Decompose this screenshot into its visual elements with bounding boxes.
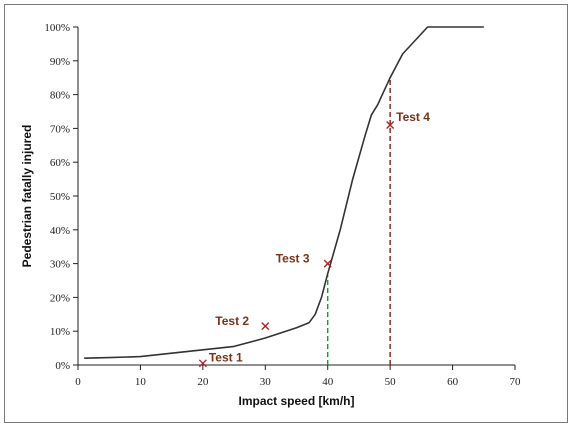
- chart-frame: 0 10 20 30 40 50 60 70 0% 10% 20% 30% 40% 50% 60% 70% 8…: [4, 4, 568, 423]
- test-marker-3: [323, 259, 332, 268]
- chart-svg: 0 10 20 30 40 50 60 70 0% 10% 20% 30% 40% 50% 60% 70% 8…: [20, 22, 521, 408]
- cross-mark: [323, 259, 332, 268]
- test-label-2: Test 2: [215, 314, 249, 328]
- y-axis-title: Pedestrian fatally injured: [20, 125, 34, 268]
- y-tick-label: 60%: [50, 157, 70, 169]
- y-tick-label: 50%: [50, 191, 70, 203]
- x-tick-label: 60: [447, 376, 459, 388]
- y-tick-label: 10%: [50, 326, 70, 338]
- test-label-3: Test 3: [276, 252, 310, 266]
- x-tick-label: 0: [75, 376, 81, 388]
- test-label-1: Test 1: [209, 350, 243, 364]
- y-tick-label: 70%: [50, 123, 70, 135]
- y-ticks: 0% 10% 20% 30% 40% 50% 60% 70% 80% 90% 100%: [44, 22, 78, 372]
- test-label-4: Test 4: [396, 110, 430, 124]
- axes: [77, 27, 515, 366]
- x-tick-label: 30: [260, 376, 272, 388]
- x-tick-label: 20: [197, 376, 209, 388]
- x-axis-title: Impact speed [km/h]: [238, 394, 354, 408]
- cross-mark: [261, 322, 270, 331]
- y-tick-label: 80%: [50, 90, 70, 102]
- reference-lines: [327, 77, 391, 365]
- y-tick-label: 90%: [50, 56, 70, 68]
- x-tick-label: 70: [510, 376, 522, 388]
- test-marker-4: [386, 121, 395, 130]
- cross-mark: [198, 359, 207, 368]
- y-tick-label: 30%: [50, 259, 70, 271]
- x-tick-label: 40: [322, 376, 334, 388]
- x-tick-label: 10: [135, 376, 147, 388]
- y-tick-label: 40%: [50, 225, 70, 237]
- test-marker-1: [198, 359, 207, 368]
- y-tick-label: 20%: [50, 292, 70, 304]
- x-ticks: 0 10 20 30 40 50 60 70: [75, 365, 521, 388]
- test-marker-2: [261, 322, 270, 331]
- fatality-curve: [84, 26, 484, 359]
- series: [84, 26, 484, 359]
- annotations: Test 1 Test 2 Test 3 Test 4: [198, 110, 430, 368]
- x-tick-label: 50: [385, 376, 397, 388]
- y-tick-label: 0%: [55, 360, 70, 372]
- cross-mark: [386, 121, 395, 130]
- y-tick-label: 100%: [44, 22, 70, 34]
